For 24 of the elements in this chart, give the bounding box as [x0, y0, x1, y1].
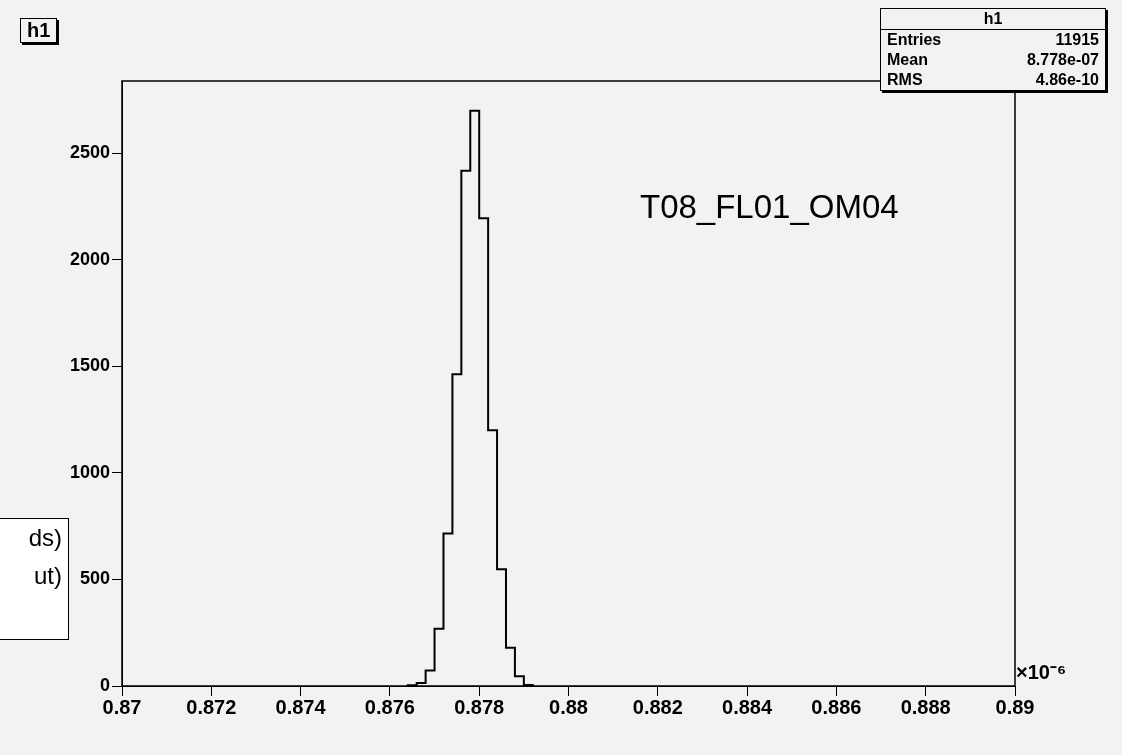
x-tick-label: 0.88 [549, 695, 588, 718]
y-tick-label: 2000 [69, 248, 110, 269]
x-tick-label: 0.882 [632, 695, 683, 718]
y-tick-label: 2500 [69, 142, 110, 163]
x-tick-label: 0.89 [995, 695, 1035, 718]
y-tick-label: 1000 [69, 461, 110, 482]
x-tick-label: 0.878 [454, 695, 505, 718]
x-axis-title: ×10⁻⁶ [1016, 660, 1067, 685]
x-tick-label: 0.87 [102, 695, 142, 718]
x-tick-label: 0.874 [275, 695, 327, 718]
x-tick-label: 0.888 [900, 695, 951, 718]
annotation: T08_FL01_OM04 [640, 188, 899, 226]
text: RMS 4.86e-10 [887, 71, 1099, 88]
text: Entries 11915 [887, 31, 1099, 48]
x-tick-label: 0.872 [186, 695, 237, 718]
x-tick-label: 0.886 [811, 695, 862, 718]
chart-title: h1 [881, 9, 1105, 30]
x-tick-label: 0.876 [364, 695, 415, 718]
y-tick-label: 0 [99, 674, 110, 695]
chart-title: h1 [27, 19, 51, 41]
y-tick-label: 1500 [69, 355, 110, 376]
text: Mean 8.778e-07 [887, 51, 1099, 68]
y-tick-label: 500 [79, 568, 110, 589]
x-tick-label: 0.884 [722, 695, 773, 718]
